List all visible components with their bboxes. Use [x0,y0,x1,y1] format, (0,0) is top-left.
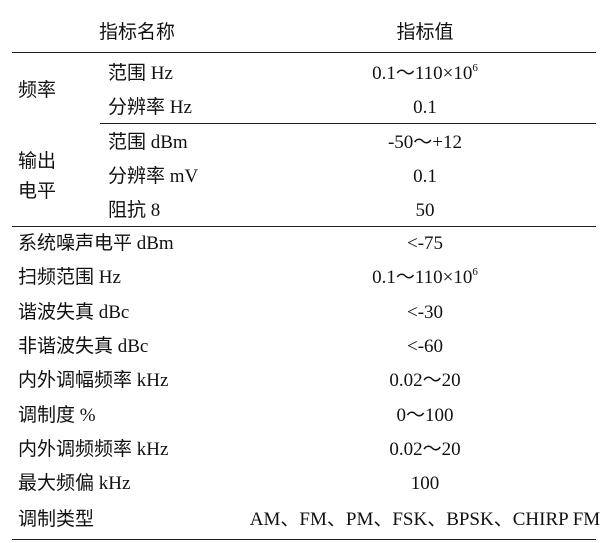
header-cell: 指标值 [396,22,454,43]
row-label: 范围 dBm [108,132,188,153]
header-rule [12,52,596,53]
value: 0.1 [413,166,437,188]
value-text: -50～+12 [387,132,463,153]
value: 0.02～20 [389,370,460,392]
group-rule [12,226,596,227]
value-text: <-60 [406,335,444,357]
row-label: 系统噪声电平 dBm [18,233,174,254]
value: 100 [411,473,440,495]
value: <-75 [407,233,443,255]
value: 0.02～20 [389,439,460,461]
header-cell: 指标名称 [98,22,176,43]
row-label: 分辨率 mV [108,166,199,187]
value: AM、FM、PM、FSK、BPSK、CHIRP FM [250,509,600,531]
row-label: 调制类型 [18,509,95,531]
value: 0.1～110×106 [372,267,478,289]
value-text: 0.1 [413,166,437,187]
group-label: 电平 [18,181,57,202]
value-text: 0.1～110×10 [372,63,473,84]
superscript: 6 [472,266,478,279]
row-label: 内外调频频率 kHz [18,438,169,460]
row-label: 非谐波失真 dBc [18,335,149,357]
value-text: 50 [415,200,435,221]
value-text: 0～100 [396,404,454,426]
row-label: 范围 Hz [108,63,173,84]
row-label: 扫频范围 Hz [18,267,121,289]
value: <-60 [407,336,443,358]
row-label: 分辨率 Hz [108,97,192,118]
value-text: 0.02～20 [389,438,461,460]
group-label: 频率 [18,80,57,101]
bottom-rule [12,539,596,540]
group-rule [100,123,596,124]
value-text: 100 [410,473,440,495]
value-text: 0.1～110×10 [372,267,473,289]
row-label: 调制度 % [18,404,96,426]
row-label: 谐波失真 dBc [18,301,130,323]
row-label: 阻抗 8 [108,200,161,221]
value: 50 [416,200,435,222]
value: <-30 [407,302,443,324]
value: -50～+12 [388,132,462,154]
row-label: 内外调幅频率 kHz [18,370,169,392]
value-text: 0.1 [413,97,437,118]
value-text: <-30 [406,301,444,323]
value-text: 0.02～20 [389,370,461,392]
value: 0～100 [396,405,453,427]
value: 0.1～110×106 [372,63,478,85]
value-text: <-75 [406,233,444,254]
superscript: 6 [472,62,478,74]
group-label: 输出 [18,151,57,172]
value: 0.1 [413,97,437,119]
row-label: 最大频偏 kHz [18,473,131,495]
value-text: AM、FM、PM、FSK、BPSK、CHIRP FM [249,509,601,531]
